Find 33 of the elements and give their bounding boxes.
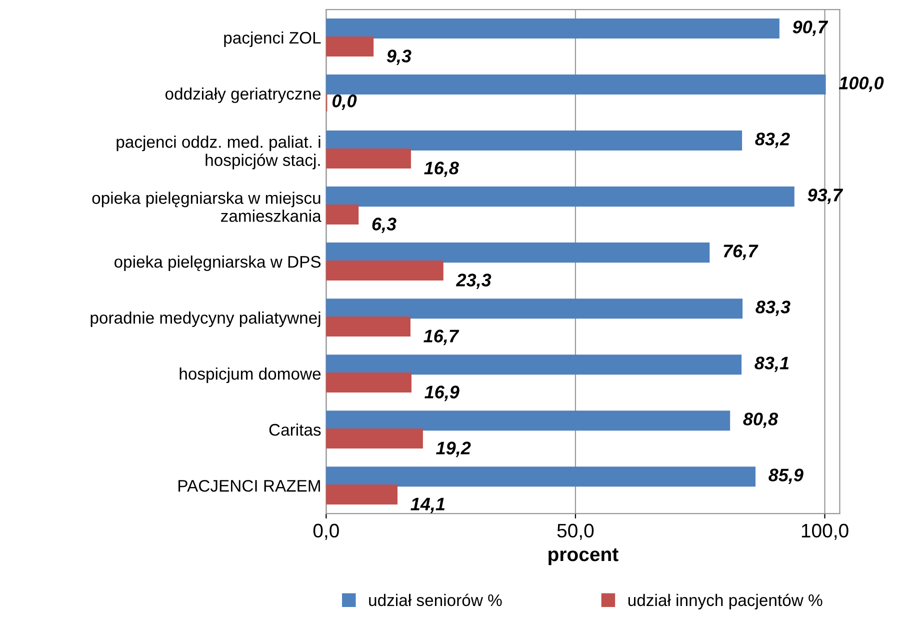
x-axis-title: procent bbox=[548, 548, 618, 566]
x-tick-label: 50,0 bbox=[557, 524, 594, 540]
y-tick-label: PACJENCI RAZEM bbox=[178, 480, 320, 492]
legend-label: udział seniorów % bbox=[369, 594, 502, 606]
data-label: 16,8 bbox=[424, 162, 459, 178]
y-tick-label: opieka pielęgniarska w miejscu zamieszkania bbox=[92, 192, 322, 222]
data-label: 83,3 bbox=[756, 300, 790, 316]
data-label: 19,2 bbox=[436, 442, 471, 458]
legend-label: udział innych pacjentów % bbox=[628, 594, 822, 610]
data-label: 14,1 bbox=[410, 498, 445, 514]
data-label: 100,0 bbox=[838, 76, 884, 92]
data-label: 16,9 bbox=[424, 386, 460, 402]
data-label: 83,2 bbox=[755, 132, 790, 148]
x-tick-label: 100,0 bbox=[802, 524, 848, 540]
y-tick-label: Caritas bbox=[269, 423, 321, 436]
data-label: 6,3 bbox=[372, 218, 396, 234]
data-label: 85,9 bbox=[768, 468, 804, 484]
data-label: 9,3 bbox=[386, 50, 412, 66]
data-label: 90,7 bbox=[792, 20, 828, 36]
data-label: 16,7 bbox=[424, 330, 460, 346]
y-tick-label: pacjenci oddz. med. paliat. i hospicjów stacj. bbox=[116, 136, 320, 170]
data-label: 83,1 bbox=[754, 356, 789, 372]
y-tick-label: poradnie medycyny paliatywnej bbox=[90, 311, 320, 328]
y-tick-label: hospicjum domowe bbox=[180, 367, 321, 384]
data-label: 80,8 bbox=[743, 412, 778, 428]
y-tick-label: pacjenci ZOL bbox=[224, 31, 321, 48]
data-label: 93,7 bbox=[808, 188, 844, 204]
data-label: 76,7 bbox=[724, 244, 758, 260]
y-tick-label: opieka pielęgniarska w DPS bbox=[114, 255, 321, 272]
data-label: 0,0 bbox=[332, 94, 357, 110]
x-tick-label: 0,0 bbox=[313, 524, 339, 540]
data-label: 23,3 bbox=[456, 274, 492, 290]
y-tick-label: oddziały geriatryczne bbox=[165, 87, 321, 104]
